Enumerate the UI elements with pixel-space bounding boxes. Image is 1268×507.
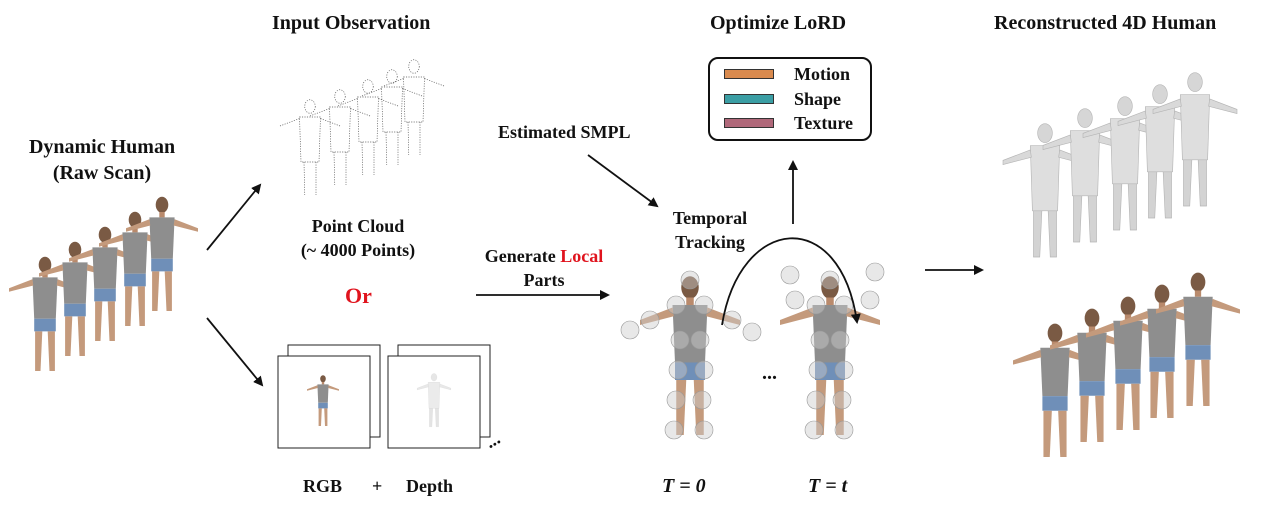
rgb-frames (277, 344, 381, 449)
arrow-to-point-cloud (206, 183, 262, 251)
legend-swatch-motion (724, 69, 774, 79)
point-cloud-sequence (279, 59, 445, 196)
dynamic-human-line1: Dynamic Human (28, 136, 176, 158)
generate-local-line2: Parts (523, 270, 565, 290)
generate-local-label: Generate Local Parts (470, 244, 618, 292)
point-cloud-line1: Point Cloud (311, 216, 405, 236)
legend-item-motion: Motion (724, 63, 850, 85)
tracking-figure-tt (780, 262, 885, 440)
depth-frames (387, 344, 491, 449)
reconstructed-mesh-sequence (1002, 72, 1238, 258)
heading-input-observation: Input Observation (272, 12, 431, 34)
generate-local-highlight: Local (560, 246, 604, 266)
time-dots: ... (762, 362, 777, 384)
tracking-figure-t0 (620, 270, 762, 440)
temporal-tracking-label: Temporal Tracking (652, 206, 768, 254)
legend-label-texture: Texture (794, 112, 854, 133)
plus-label: + (372, 476, 383, 496)
heading-reconstructed: Reconstructed 4D Human (994, 12, 1217, 34)
legend-item-shape: Shape (724, 88, 841, 110)
depth-label: Depth (406, 476, 454, 496)
point-cloud-label: Point Cloud (~ 4000 Points) (283, 214, 433, 262)
time-label-t0: T = 0 (662, 475, 706, 497)
arrows (206, 154, 984, 387)
estimated-smpl-label: Estimated SMPL (498, 122, 631, 142)
legend-item-texture: Texture (724, 112, 853, 134)
heading-optimize-lord: Optimize LoRD (710, 12, 847, 34)
time-label-tt: T = t (808, 475, 848, 497)
temporal-tracking-line2: Tracking (675, 232, 745, 252)
arrow-tracking-curve (721, 237, 861, 326)
point-cloud-line2: (~ 4000 Points) (300, 240, 416, 260)
or-label: Or (345, 283, 372, 308)
lord-legend: Motion Shape Texture (708, 57, 872, 141)
temporal-tracking-line1: Temporal (672, 208, 748, 228)
legend-label-shape: Shape (794, 88, 842, 109)
generate-local-prefix: Generate (484, 246, 561, 266)
legend-label-motion: Motion (794, 63, 850, 84)
dynamic-human-line2: (Raw Scan) (52, 162, 152, 184)
raw-scan-sequence (8, 196, 198, 371)
legend-swatch-texture (724, 118, 774, 128)
dynamic-human-label: Dynamic Human (Raw Scan) (12, 134, 192, 186)
rgb-label: RGB (303, 476, 343, 496)
arrow-estimated-smpl (587, 154, 659, 208)
legend-swatch-shape (724, 94, 774, 104)
arrow-to-rgbd (206, 317, 264, 387)
reconstructed-textured-sequence (1013, 272, 1240, 457)
